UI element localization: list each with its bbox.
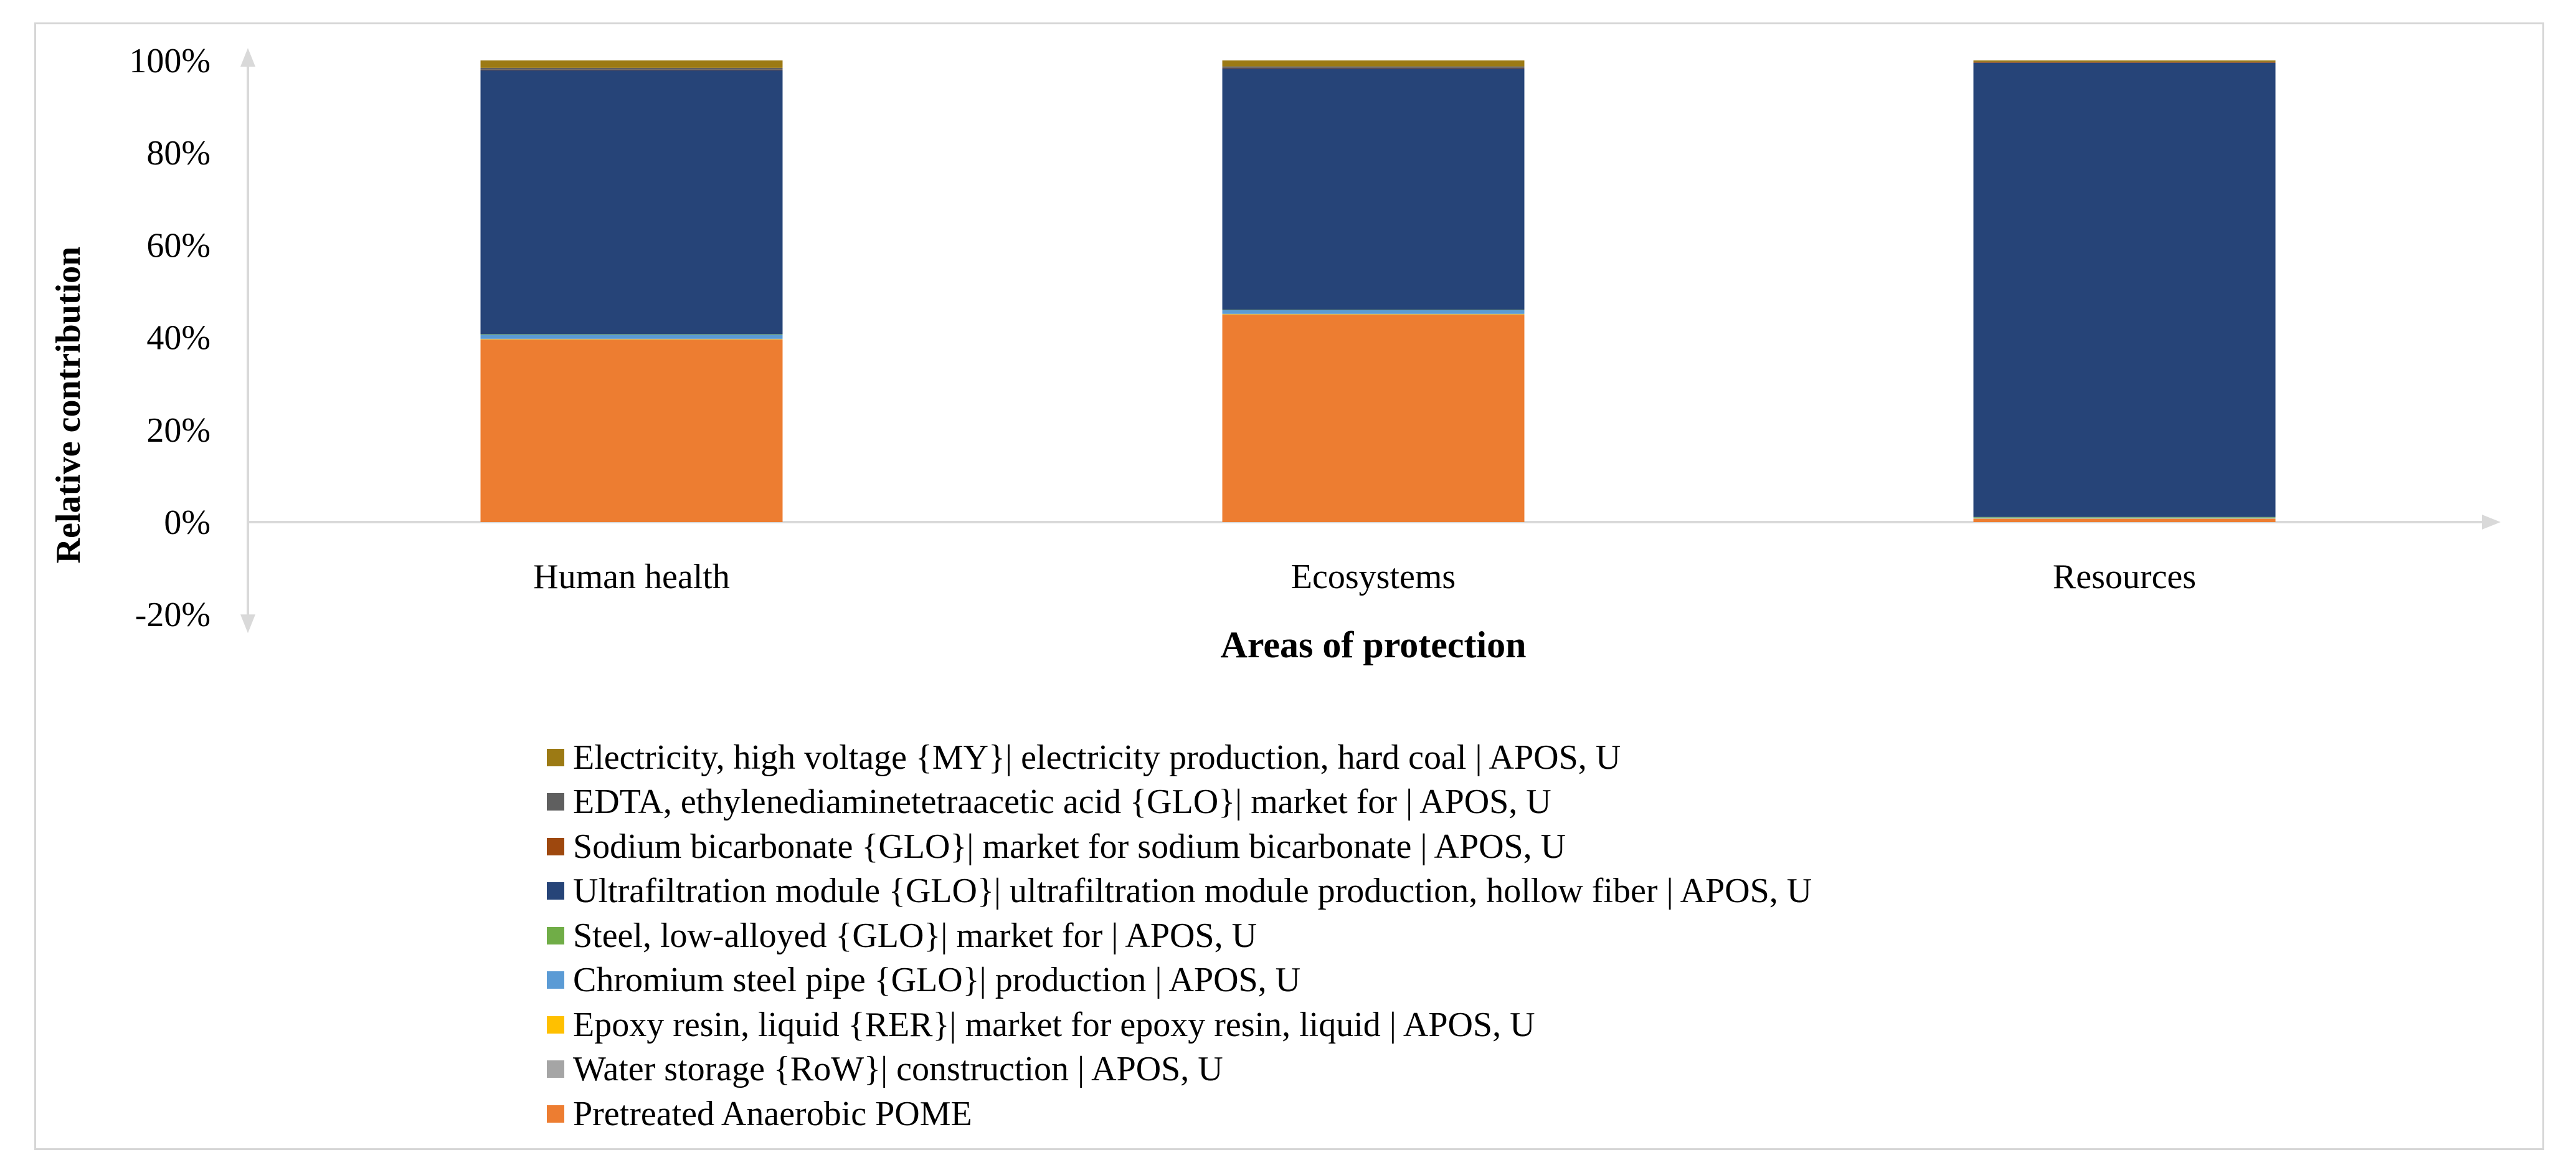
y-axis-arrow-down bbox=[240, 614, 255, 634]
legend-item: Electricity, high voltage {MY}| electric… bbox=[547, 735, 1812, 780]
bar-segment bbox=[1222, 60, 1525, 67]
y-tick-label: 80% bbox=[146, 134, 211, 173]
x-tick-label: Resources bbox=[2053, 558, 2196, 596]
y-tick-label: 100% bbox=[129, 42, 211, 80]
bar-segment bbox=[480, 338, 783, 340]
legend-swatch bbox=[547, 1060, 564, 1078]
bar-segment bbox=[480, 60, 783, 68]
legend-label: EDTA, ethylenediaminetetraacetic acid {G… bbox=[573, 783, 1551, 822]
bars-layer bbox=[480, 60, 2276, 522]
bar-segment bbox=[480, 335, 783, 339]
legend-item: Ultrafiltration module {GLO}| ultrafiltr… bbox=[547, 869, 1812, 914]
legend-label: Water storage {RoW}| construction | APOS… bbox=[573, 1050, 1223, 1089]
bar-segment bbox=[1973, 62, 2276, 517]
legend-label: Electricity, high voltage {MY}| electric… bbox=[573, 738, 1621, 777]
legend-item: Chromium steel pipe {GLO}| production | … bbox=[547, 958, 1812, 1003]
bar-segment bbox=[1973, 62, 2276, 63]
x-tick-labels: Human health Ecosystems Resources bbox=[533, 558, 2196, 596]
x-axis-label: Areas of protection bbox=[1220, 624, 1526, 665]
legend-item: Epoxy resin, liquid {RER}| market for ep… bbox=[547, 1002, 1812, 1047]
legend-swatch bbox=[547, 793, 564, 811]
legend-swatch bbox=[547, 837, 564, 855]
legend-item: Sodium bicarbonate {GLO}| market for sod… bbox=[547, 824, 1812, 869]
y-axis-label: Relative contribution bbox=[49, 247, 88, 564]
bar-segment bbox=[1222, 315, 1525, 522]
y-tick-label: 40% bbox=[146, 319, 211, 358]
legend-label: Steel, low-alloyed {GLO}| market for | A… bbox=[573, 916, 1257, 955]
y-tick-labels: 100% 80% 60% 40% 20% 0% -20% bbox=[129, 42, 211, 634]
legend-label: Sodium bicarbonate {GLO}| market for sod… bbox=[573, 827, 1566, 866]
bar-segment bbox=[480, 340, 783, 522]
chart-frame bbox=[34, 22, 2544, 1150]
legend-label: Chromium steel pipe {GLO}| production | … bbox=[573, 961, 1301, 1000]
bar-segment bbox=[1973, 516, 2276, 518]
legend-label: Ultrafiltration module {GLO}| ultrafiltr… bbox=[573, 872, 1812, 911]
legend-label: Epoxy resin, liquid {RER}| market for ep… bbox=[573, 1005, 1535, 1044]
x-tick-label: Ecosystems bbox=[1291, 558, 1456, 596]
legend-swatch bbox=[547, 1016, 564, 1034]
y-tick-label: 60% bbox=[146, 226, 211, 265]
legend-item: EDTA, ethylenediaminetetraacetic acid {G… bbox=[547, 780, 1812, 825]
y-axis-arrow-up bbox=[240, 48, 255, 67]
bar-segment bbox=[1222, 310, 1525, 314]
bar-segment bbox=[1222, 67, 1525, 69]
legend-item: Steel, low-alloyed {GLO}| market for | A… bbox=[547, 913, 1812, 958]
bar-segment bbox=[1973, 518, 2276, 519]
legend-swatch bbox=[547, 882, 564, 900]
legend-label: Pretreated Anaerobic POME bbox=[573, 1094, 972, 1133]
legend-swatch bbox=[547, 926, 564, 944]
legend-swatch bbox=[547, 748, 564, 766]
bar-segment bbox=[480, 70, 783, 335]
bar-segment bbox=[480, 67, 783, 70]
bar-segment bbox=[1222, 313, 1525, 315]
x-tick-label: Human health bbox=[533, 558, 730, 596]
chart-legend: Electricity, high voltage {MY}| electric… bbox=[547, 735, 1812, 1136]
y-tick-label: 20% bbox=[146, 411, 211, 450]
bar-segment bbox=[1222, 66, 1525, 68]
y-tick-label: 0% bbox=[164, 503, 211, 542]
legend-item: Water storage {RoW}| construction | APOS… bbox=[547, 1047, 1812, 1092]
legend-item: Pretreated Anaerobic POME bbox=[547, 1092, 1812, 1136]
bar-segment bbox=[1973, 518, 2276, 522]
bar-segment bbox=[1222, 68, 1525, 310]
x-axis-arrow bbox=[2482, 515, 2501, 530]
bar-segment bbox=[480, 334, 783, 335]
bar-segment bbox=[1973, 60, 2276, 62]
legend-swatch bbox=[547, 971, 564, 989]
legend-swatch bbox=[547, 1105, 564, 1123]
y-tick-label: -20% bbox=[135, 596, 211, 634]
